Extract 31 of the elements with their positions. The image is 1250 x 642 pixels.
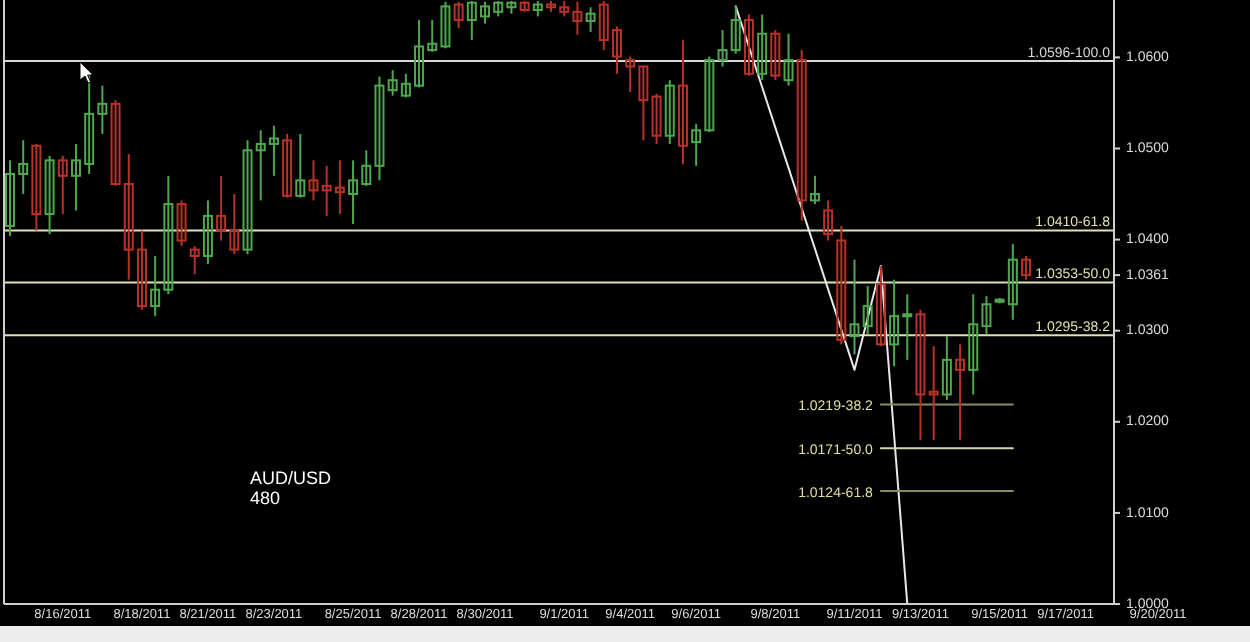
candlestick bbox=[955, 343, 966, 442]
candlestick bbox=[796, 49, 807, 222]
text: 480 bbox=[250, 488, 281, 508]
line-series bbox=[734, 5, 909, 604]
text: AUD/USD bbox=[250, 468, 333, 488]
candlestick bbox=[757, 13, 768, 82]
candlestick bbox=[770, 29, 781, 82]
candlestick bbox=[585, 6, 596, 33]
candlestick bbox=[282, 132, 293, 199]
candlestick bbox=[202, 199, 213, 266]
candlestick bbox=[651, 92, 662, 145]
candlestick bbox=[295, 132, 306, 199]
candlestick bbox=[1021, 254, 1032, 281]
candlestick bbox=[915, 308, 926, 442]
candlestick bbox=[189, 244, 200, 276]
candlestick bbox=[44, 154, 55, 236]
candlestick bbox=[308, 159, 319, 202]
candlestick bbox=[453, 0, 464, 30]
candlestick bbox=[783, 32, 794, 87]
candlestick bbox=[176, 199, 187, 247]
candlestick bbox=[664, 79, 675, 145]
candlestick bbox=[57, 154, 68, 216]
candlestick bbox=[875, 265, 886, 348]
candlestick bbox=[928, 345, 939, 442]
candlestick bbox=[823, 199, 834, 242]
candlestick bbox=[743, 13, 754, 77]
candlestick bbox=[836, 224, 847, 346]
candlestick bbox=[941, 335, 952, 401]
candlestick bbox=[677, 39, 688, 165]
candlestick bbox=[809, 174, 820, 206]
candlestick bbox=[31, 142, 42, 232]
